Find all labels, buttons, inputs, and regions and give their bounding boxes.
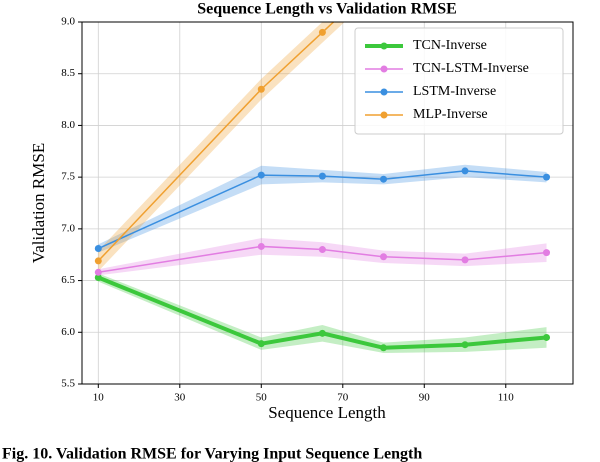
legend-marker — [380, 111, 388, 119]
series-line — [98, 245, 547, 274]
data-point — [318, 246, 326, 254]
x-tick-label: 110 — [498, 392, 515, 404]
data-point — [257, 340, 265, 348]
series-line — [97, 275, 547, 350]
legend-marker — [380, 42, 388, 50]
data-point — [461, 167, 469, 175]
y-tick-label: 8.0 — [61, 119, 75, 131]
data-point — [318, 28, 326, 36]
legend-label: TCN-Inverse — [413, 38, 487, 53]
data-point — [257, 242, 265, 250]
data-point — [380, 344, 388, 352]
data-point — [380, 175, 388, 183]
data-point — [461, 256, 469, 264]
x-tick-label: 30 — [174, 392, 186, 404]
series-line — [97, 170, 547, 250]
legend-label: MLP-Inverse — [413, 107, 488, 122]
data-point — [543, 249, 551, 257]
data-point — [543, 333, 551, 341]
figure-caption: Fig. 10. Validation RMSE for Varying Inp… — [2, 446, 422, 462]
x-axis-label: Sequence Length — [268, 403, 386, 422]
x-tick-label: 50 — [256, 392, 268, 404]
data-point — [543, 173, 551, 181]
y-tick-label: 9.0 — [61, 16, 75, 28]
data-point — [318, 172, 326, 180]
y-tick-label: 8.5 — [61, 67, 75, 79]
data-point — [380, 253, 388, 261]
data-point — [257, 171, 265, 179]
legend-label: TCN-LSTM-Inverse — [413, 61, 529, 76]
y-tick-label: 5.5 — [61, 378, 75, 390]
y-axis-label: Validation RMSE — [29, 143, 48, 263]
legend-box — [354, 27, 564, 135]
x-tick-label: 90 — [419, 392, 431, 404]
data-point — [94, 273, 102, 281]
series-line — [97, 22, 335, 262]
legend-label: LSTM-Inverse — [413, 84, 496, 99]
data-point — [94, 245, 102, 253]
legend-marker — [380, 65, 388, 73]
data-point — [318, 329, 326, 337]
data-point — [257, 85, 265, 93]
data-point — [461, 341, 469, 349]
data-point — [94, 257, 102, 265]
y-tick-label: 6.0 — [61, 326, 75, 338]
x-tick-label: 70 — [337, 392, 349, 404]
y-tick-label: 6.5 — [61, 274, 75, 286]
x-tick-label: 10 — [93, 392, 105, 404]
y-tick-label: 7.5 — [61, 171, 75, 183]
confidence-band — [98, 238, 547, 276]
y-tick-label: 7.0 — [61, 222, 75, 234]
data-point — [94, 268, 102, 276]
chart-title: Sequence Length vs Validation RMSE — [197, 1, 457, 18]
confidence-band — [98, 273, 547, 353]
plot-frame — [81, 21, 574, 385]
legend-marker — [380, 88, 388, 96]
